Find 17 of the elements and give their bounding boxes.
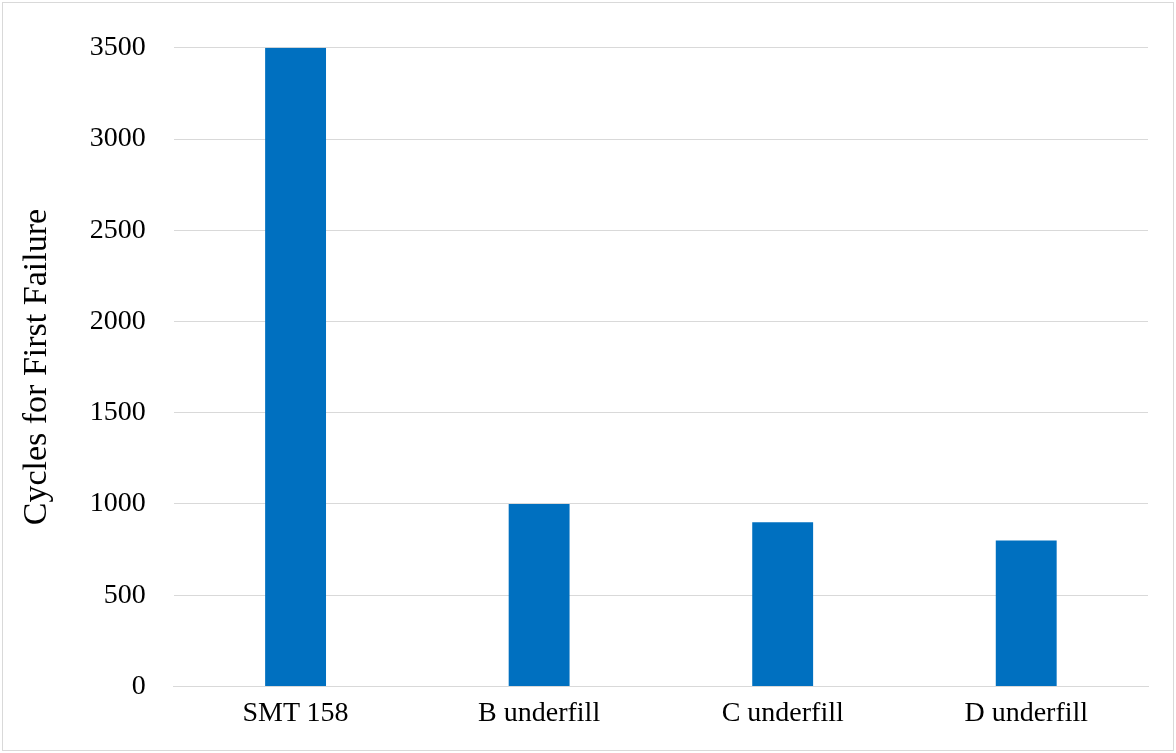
y-tick-label: 0 xyxy=(131,668,146,700)
bar xyxy=(508,503,570,686)
y-tick-label: 2500 xyxy=(89,212,146,244)
y-tick-label: 3000 xyxy=(89,121,146,153)
y-tick-label: 500 xyxy=(103,577,146,609)
x-tick-label: C underfill xyxy=(721,695,844,727)
x-tick-label: D underfill xyxy=(964,695,1089,727)
x-tick-label: B underfill xyxy=(478,695,601,727)
y-tick-label: 3500 xyxy=(89,30,146,62)
y-tick-label: 1000 xyxy=(89,486,146,518)
y-axis-title: Cycles for First Failure xyxy=(16,208,54,526)
bar xyxy=(752,522,814,686)
y-tick-label: 2000 xyxy=(89,303,146,335)
bar xyxy=(265,47,327,686)
x-tick-label: SMT 158 xyxy=(242,695,349,727)
y-tick-label: 1500 xyxy=(89,395,146,427)
bar xyxy=(995,540,1057,686)
